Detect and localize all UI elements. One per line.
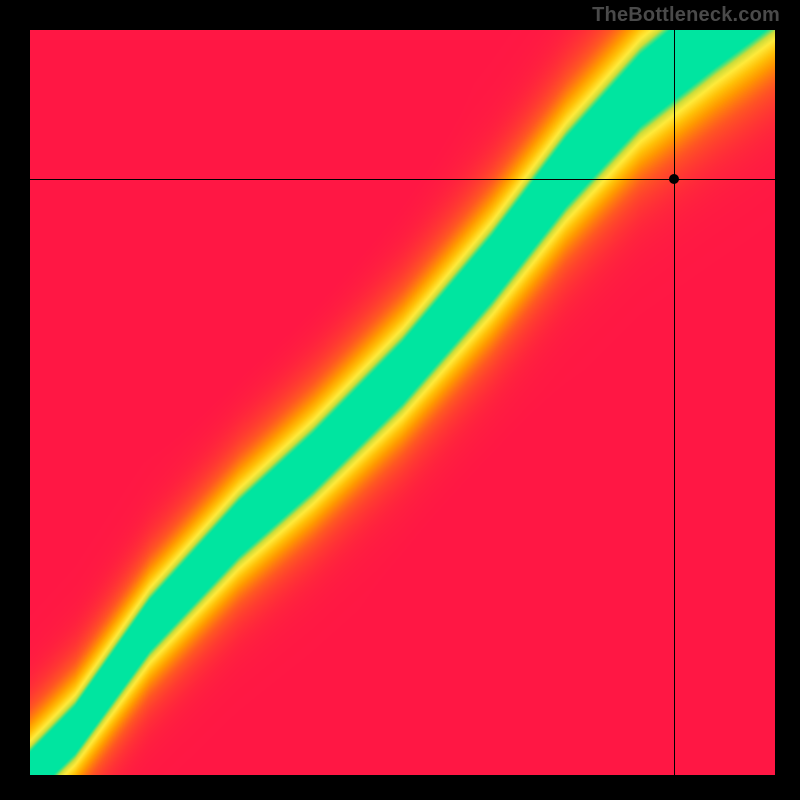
heatmap-canvas: [30, 30, 775, 775]
watermark-text: TheBottleneck.com: [592, 4, 780, 27]
crosshair-horizontal: [30, 179, 775, 180]
crosshair-dot: [669, 174, 679, 184]
heatmap-frame: [30, 30, 775, 775]
chart-container: TheBottleneck.com: [0, 0, 800, 800]
crosshair-vertical: [674, 30, 675, 775]
